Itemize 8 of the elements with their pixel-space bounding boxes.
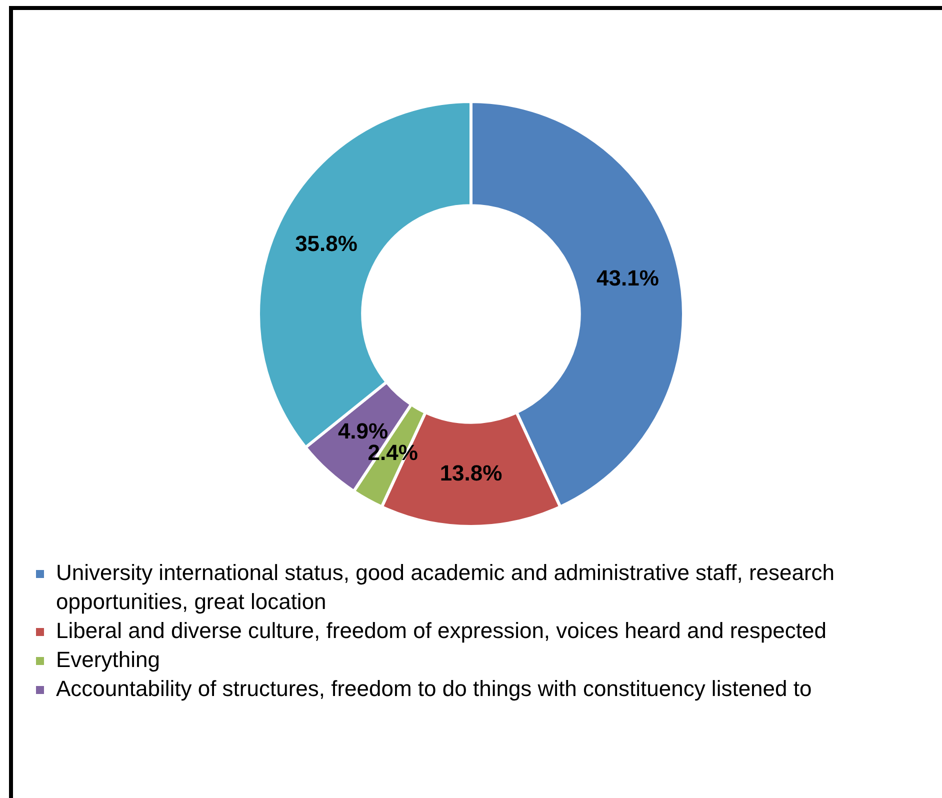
- data-label: 43.1%: [596, 266, 659, 291]
- legend-label: Everything: [55, 646, 161, 674]
- data-label: 13.8%: [440, 460, 502, 486]
- data-label: 4.9%: [338, 418, 388, 444]
- legend-label: Accountability of structures, freedom to do things with constituency listened to: [55, 675, 813, 703]
- data-label: 35.8%: [295, 230, 358, 256]
- legend-label: Liberal and diverse culture, freedom of expression, voices heard and respected: [55, 617, 828, 645]
- legend-label: University international status, good academic and administrative staff, research opportunities, great location: [55, 559, 836, 616]
